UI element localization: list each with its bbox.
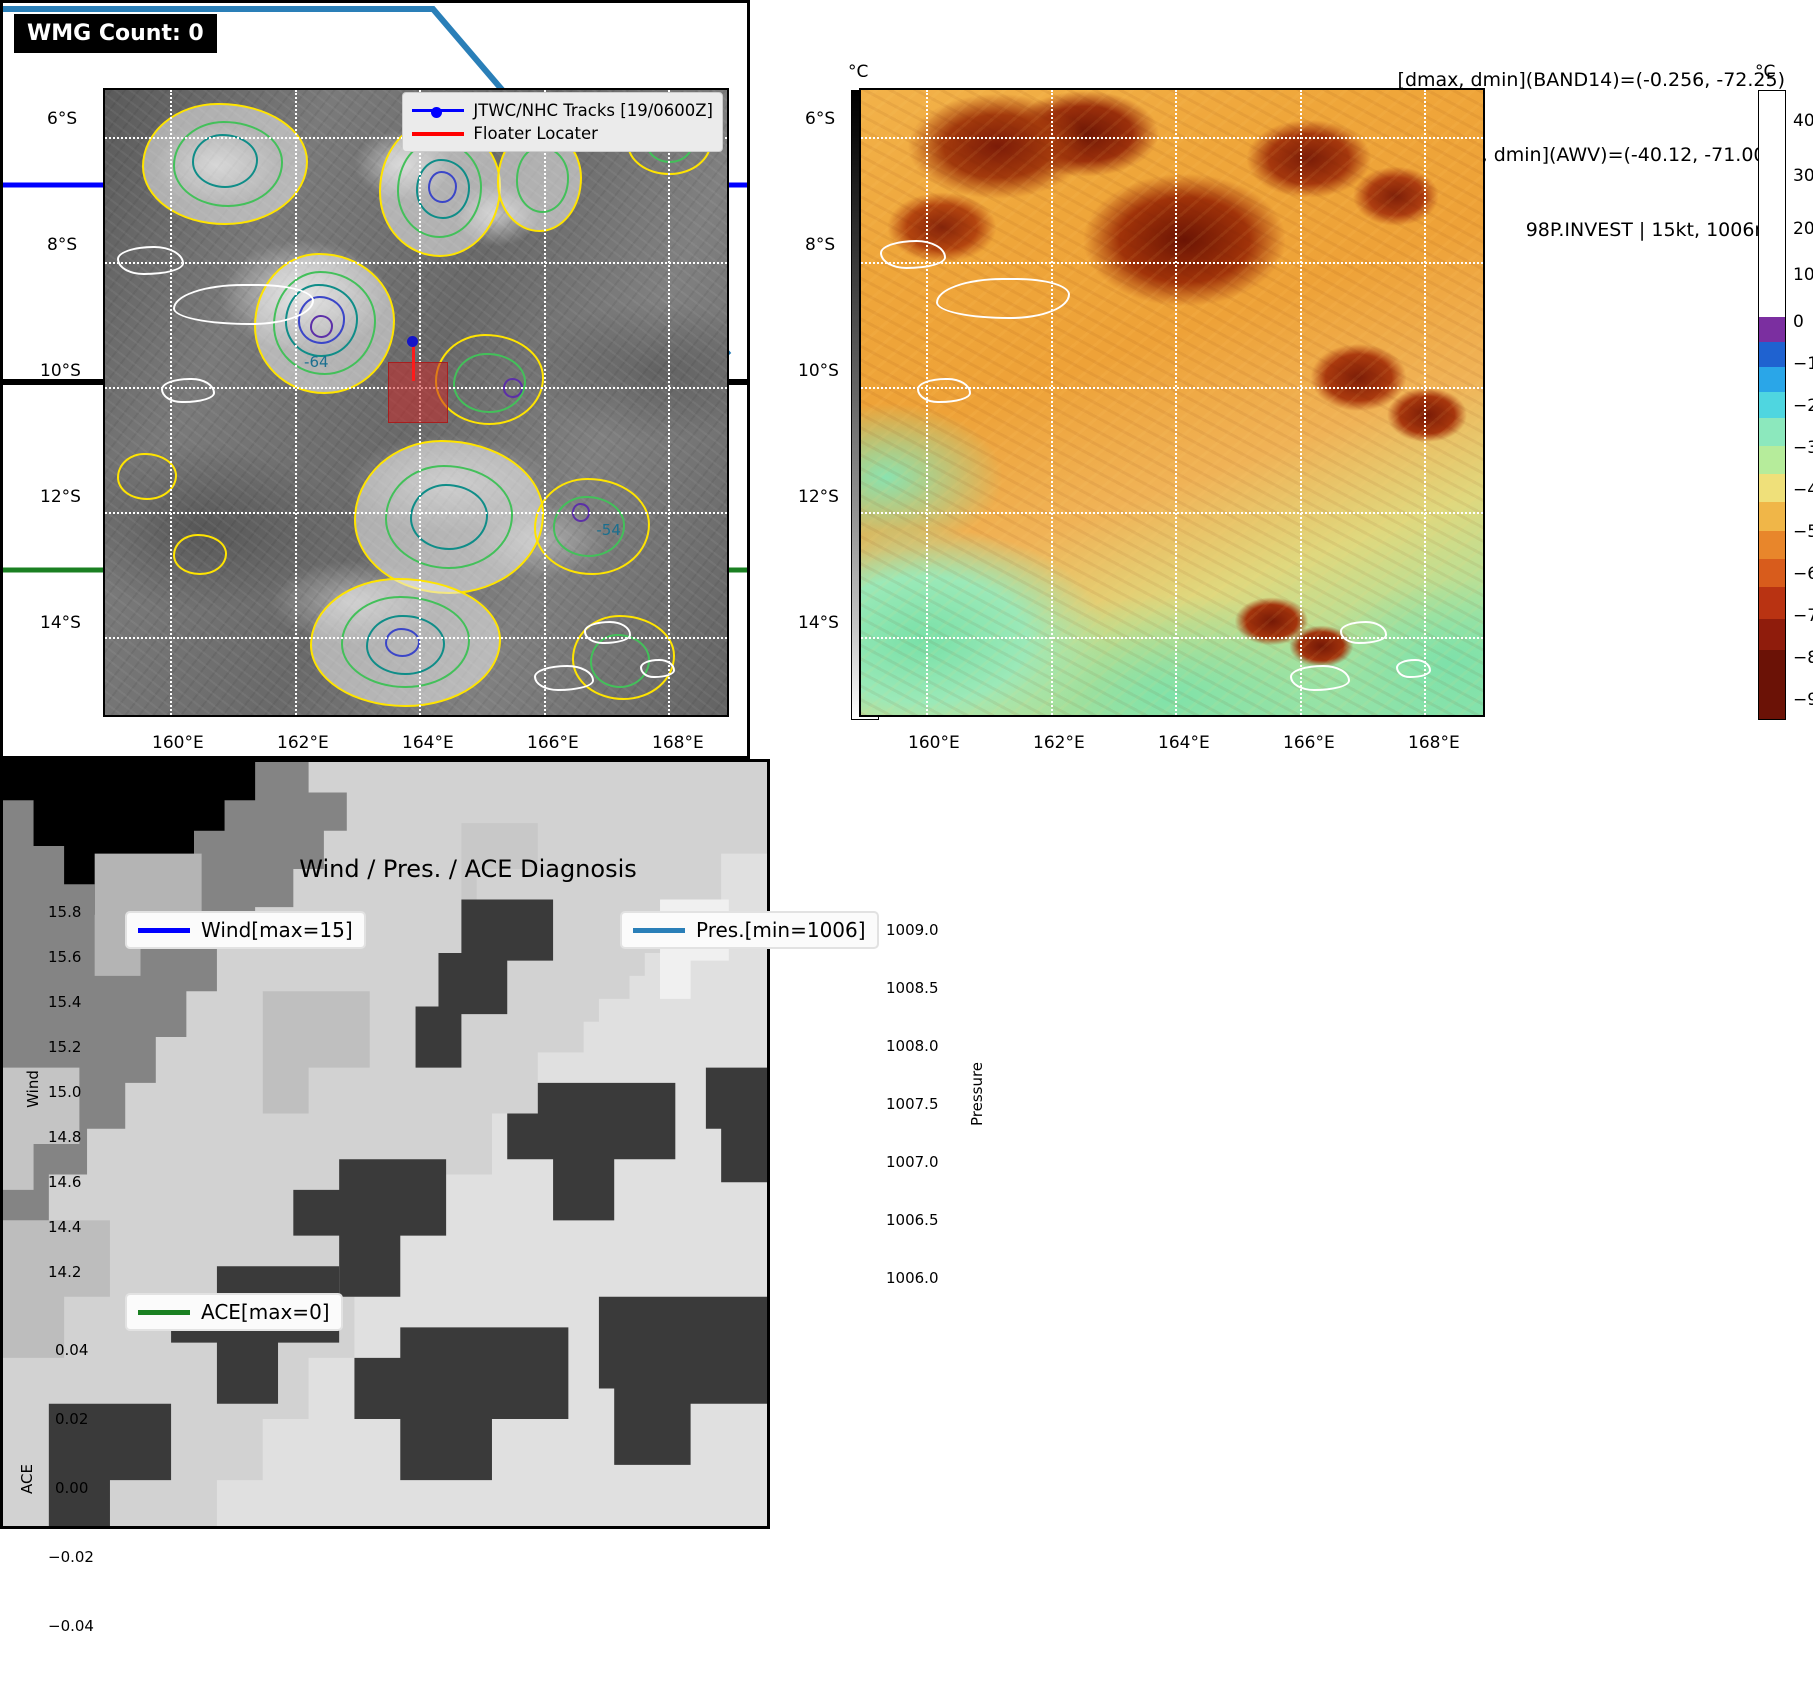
awv-cb-tick-11: −70: [1793, 606, 1813, 626]
ace-tick-1: 0.02: [55, 1410, 89, 1428]
pressure-legend-label: Pres.[min=1006]: [696, 918, 866, 942]
awv-cb-tick-13: −90: [1793, 690, 1813, 710]
wind-tick-3: 15.2: [48, 1038, 82, 1056]
ace-tick-2: 0.00: [55, 1479, 89, 1497]
awv-cb-tick-3: 10: [1793, 265, 1813, 285]
awv-colorbar: [1758, 90, 1786, 720]
ir-xlabel-3: 166°E: [527, 733, 579, 753]
pres-tick-4: 1007.0: [886, 1153, 939, 1171]
ace-legend: ACE[max=0]: [125, 1293, 343, 1331]
awv-texture: [861, 90, 1483, 715]
wind-line-icon: [138, 927, 190, 933]
contour-label-64: -64: [304, 352, 329, 371]
legend-row-floater: Floater Locater: [412, 122, 713, 145]
ir-xlabel-0: 160°E: [152, 733, 204, 753]
ir-ylabel-4: 14°S: [40, 613, 81, 633]
awv-cb-tick-12: −80: [1793, 648, 1813, 668]
awv-cb-tick-8: −40: [1793, 480, 1813, 500]
awv-cb-tick-7: −30: [1793, 438, 1813, 458]
pressure-axis-label: Pressure: [968, 1061, 987, 1127]
ir-band14-map[interactable]: -64 -31 -54 JTWC/NHC Tracks [19/0600Z] F…: [103, 88, 729, 717]
wind-tick-7: 14.4: [48, 1218, 82, 1236]
pres-tick-0: 1009.0: [886, 921, 939, 939]
awv-ylabel-3: 12°S: [798, 487, 839, 507]
legend-row-tracks: JTWC/NHC Tracks [19/0600Z]: [412, 99, 713, 122]
ir-map-legend: JTWC/NHC Tracks [19/0600Z] Floater Locat…: [402, 92, 723, 152]
ace-tick-4: −0.04: [48, 1617, 94, 1635]
pres-tick-2: 1008.0: [886, 1037, 939, 1055]
awv-cb-tick-2: 20: [1793, 219, 1813, 239]
ir-contour-layer: [105, 90, 727, 715]
awv-cb-tick-5: −10: [1793, 354, 1813, 374]
awv-cb-tick-9: −50: [1793, 522, 1813, 542]
wind-axis-label: Wind: [23, 1070, 42, 1108]
ace-axis-label: ACE: [17, 1464, 36, 1494]
awv-cb-tick-6: −20: [1793, 396, 1813, 416]
wmg-raster: [3, 762, 767, 1526]
wind-tick-8: 14.2: [48, 1263, 82, 1281]
awv-ylabel-2: 10°S: [798, 361, 839, 381]
awv-cb-tick-4: 0: [1793, 312, 1804, 332]
ir-xlabel-1: 162°E: [277, 733, 329, 753]
ir-xlabel-2: 164°E: [402, 733, 454, 753]
pres-tick-3: 1007.5: [886, 1095, 939, 1113]
awv-cb-tick-0: 40: [1793, 111, 1813, 131]
diagnosis-title: Wind / Pres. / ACE Diagnosis: [299, 855, 637, 883]
pres-tick-1: 1008.5: [886, 979, 939, 997]
awv-xlabel-0: 160°E: [908, 733, 960, 753]
wind-tick-4: 15.0: [48, 1083, 82, 1101]
ace-tick-3: −0.02: [48, 1548, 94, 1566]
awv-ylabel-1: 8°S: [805, 235, 836, 255]
wind-tick-1: 15.6: [48, 948, 82, 966]
floater-locater-box: [388, 361, 449, 424]
ir-colorbar-unit: °C: [848, 62, 869, 82]
awv-xlabel-2: 164°E: [1158, 733, 1210, 753]
awv-xlabel-3: 166°E: [1283, 733, 1335, 753]
awv-ylabel-4: 14°S: [798, 613, 839, 633]
pressure-legend: Pres.[min=1006]: [620, 911, 879, 949]
wind-tick-5: 14.8: [48, 1128, 82, 1146]
ace-tick-0: 0.04: [55, 1341, 89, 1359]
awv-map[interactable]: [859, 88, 1485, 717]
awv-brightness-field: [861, 90, 1483, 715]
wind-tick-0: 15.8: [48, 903, 82, 921]
wind-legend: Wind[max=15]: [125, 911, 366, 949]
ace-legend-label: ACE[max=0]: [201, 1300, 330, 1324]
pres-tick-5: 1006.5: [886, 1211, 939, 1229]
awv-xlabel-4: 168°E: [1408, 733, 1460, 753]
dmax-dmin-band14: [dmax, dmin](BAND14)=(-0.256, -72.25): [1397, 69, 1785, 91]
storm-track-point: [407, 335, 419, 347]
pressure-line-icon: [633, 927, 685, 933]
contour-label-54: -54: [596, 521, 621, 540]
floater-line-icon: [412, 131, 465, 136]
awv-cb-tick-10: −60: [1793, 564, 1813, 584]
awv-xlabel-1: 162°E: [1033, 733, 1085, 753]
track-line-icon: [412, 106, 465, 118]
storm-track-line: [411, 343, 415, 381]
awv-colorbar-unit: °C: [1755, 62, 1776, 82]
legend-label-floater: Floater Locater: [473, 124, 598, 143]
awv-ylabel-0: 6°S: [805, 109, 836, 129]
ir-ylabel-2: 10°S: [40, 361, 81, 381]
wmg-classification-map[interactable]: WMG Count: 0: [0, 14, 770, 1529]
ir-ylabel-0: 6°S: [47, 109, 78, 129]
ir-ylabel-1: 8°S: [47, 235, 78, 255]
ir-xlabel-4: 168°E: [652, 733, 704, 753]
wind-legend-label: Wind[max=15]: [201, 918, 353, 942]
wind-tick-2: 15.4: [48, 993, 82, 1011]
ace-line-icon: [138, 1309, 190, 1315]
awv-cb-tick-1: 30: [1793, 166, 1813, 186]
pres-tick-6: 1006.0: [886, 1269, 939, 1287]
legend-label-tracks: JTWC/NHC Tracks [19/0600Z]: [473, 101, 713, 120]
wind-tick-6: 14.6: [48, 1173, 82, 1191]
ir-ylabel-3: 12°S: [40, 487, 81, 507]
